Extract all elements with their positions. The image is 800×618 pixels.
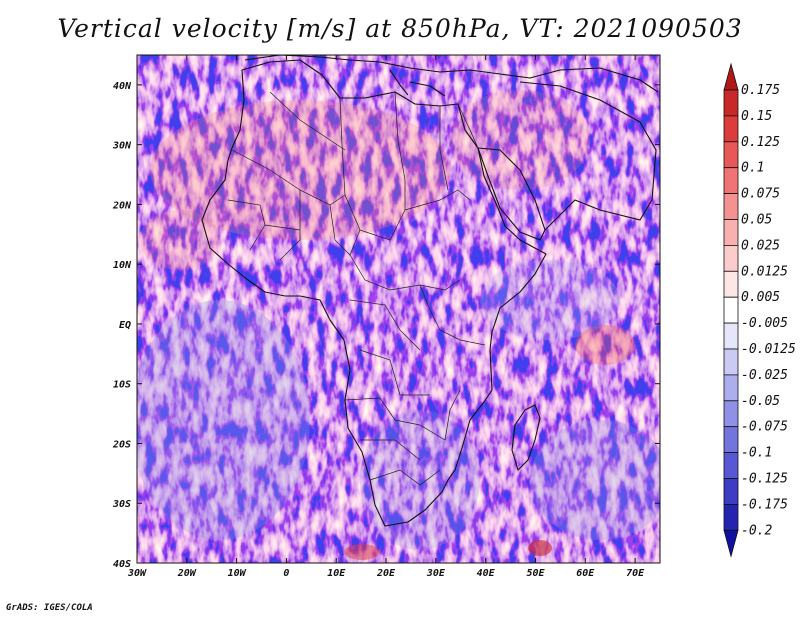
colorbar-swatch xyxy=(723,115,739,143)
x-tick-label: 10W xyxy=(228,568,247,579)
colorbar-swatch xyxy=(723,426,739,454)
colorbar-label: 0.05 xyxy=(741,213,772,228)
colorbar-swatch xyxy=(723,167,739,194)
colorbar-swatch xyxy=(723,270,739,298)
y-tick-label: EQ xyxy=(119,320,131,331)
y-tick-label: 10S xyxy=(113,380,131,391)
y-tick-label: 40S xyxy=(113,559,131,570)
x-tick-label: 30E xyxy=(426,568,446,579)
x-tick-label: 20E xyxy=(376,568,396,579)
colorbar-swatch xyxy=(723,219,739,246)
y-tick-label: 40N xyxy=(113,81,132,92)
colorbar-label: 0.005 xyxy=(741,290,780,305)
colorbar-label: -0.175 xyxy=(741,497,788,512)
colorbar-label: -0.2 xyxy=(741,523,772,538)
colorbar-end-triangle xyxy=(723,62,739,91)
axis-ticks xyxy=(136,55,660,564)
colorbar-swatch xyxy=(723,452,739,479)
x-tick-label: 10E xyxy=(327,568,346,579)
y-tick-label: 20S xyxy=(112,439,131,450)
colorbar-swatch xyxy=(723,141,739,169)
y-tick-label: 20N xyxy=(112,200,132,211)
field-tints xyxy=(137,90,660,560)
colorbar-label: -0.005 xyxy=(741,316,788,331)
x-tick-label: 60E xyxy=(576,568,595,579)
colorbar-label: 0.125 xyxy=(741,135,780,150)
colorbar-swatch xyxy=(723,400,739,428)
colorbar-swatch xyxy=(723,296,739,324)
colorbar-label: 0.075 xyxy=(741,187,780,202)
colorbar-label: -0.1 xyxy=(741,446,772,461)
colorbar-swatch xyxy=(723,348,739,376)
x-tick-label: 70E xyxy=(626,568,645,579)
x-tick-label: 40E xyxy=(477,568,496,579)
colorbar-swatch xyxy=(723,244,739,272)
x-tick-label: 20W xyxy=(177,568,197,579)
colorbar-label: -0.075 xyxy=(741,420,788,435)
y-tick-label: 30N xyxy=(112,141,132,152)
colorbar-swatch xyxy=(723,193,739,220)
colorbar-swatch xyxy=(723,503,739,531)
x-tick-label: 30W xyxy=(127,568,147,579)
colorbar-swatch xyxy=(723,478,739,505)
y-tick-label: 10N xyxy=(113,260,132,271)
colorbar-label: -0.025 xyxy=(741,368,788,383)
colorbar-label: -0.0125 xyxy=(741,342,796,357)
colorbar-end-triangle xyxy=(723,529,739,558)
x-tick-label: 0 xyxy=(283,568,289,579)
y-axis-labels: 40N 30N 20N 10N EQ 10S 20S 30S 40S xyxy=(112,81,132,570)
colorbar-label: 0.0125 xyxy=(741,264,788,279)
colorbar-label: 0.025 xyxy=(741,238,780,253)
colorbar-swatch xyxy=(723,322,739,350)
colorbar-swatch xyxy=(723,89,739,117)
colorbar: 0.175 0.15 0.125 0.1 0.075 0.05 0.025 0.0125 0.0… xyxy=(723,62,796,558)
colorbar-label: -0.05 xyxy=(741,394,780,409)
x-axis-labels: 30W 20W 10W 0 10E 20E 30E 40E 50E 60E 70E xyxy=(127,568,645,579)
colorbar-label: 0.15 xyxy=(741,109,772,124)
colorbar-label: -0.125 xyxy=(741,472,788,487)
plot-frame xyxy=(136,54,661,564)
x-tick-label: 50E xyxy=(526,568,545,579)
country-borders xyxy=(227,91,486,486)
chart-title: Vertical velocity [m/s] at 850hPa, VT: 2… xyxy=(57,14,743,43)
colorbar-swatch xyxy=(723,374,739,402)
y-tick-label: 30S xyxy=(112,499,131,510)
colorbar-label: 0.175 xyxy=(741,83,780,98)
velocity-field xyxy=(137,55,660,563)
footer-credit: GrADS: IGES/COLA xyxy=(6,603,93,613)
colorbar-label: 0.1 xyxy=(741,161,764,176)
